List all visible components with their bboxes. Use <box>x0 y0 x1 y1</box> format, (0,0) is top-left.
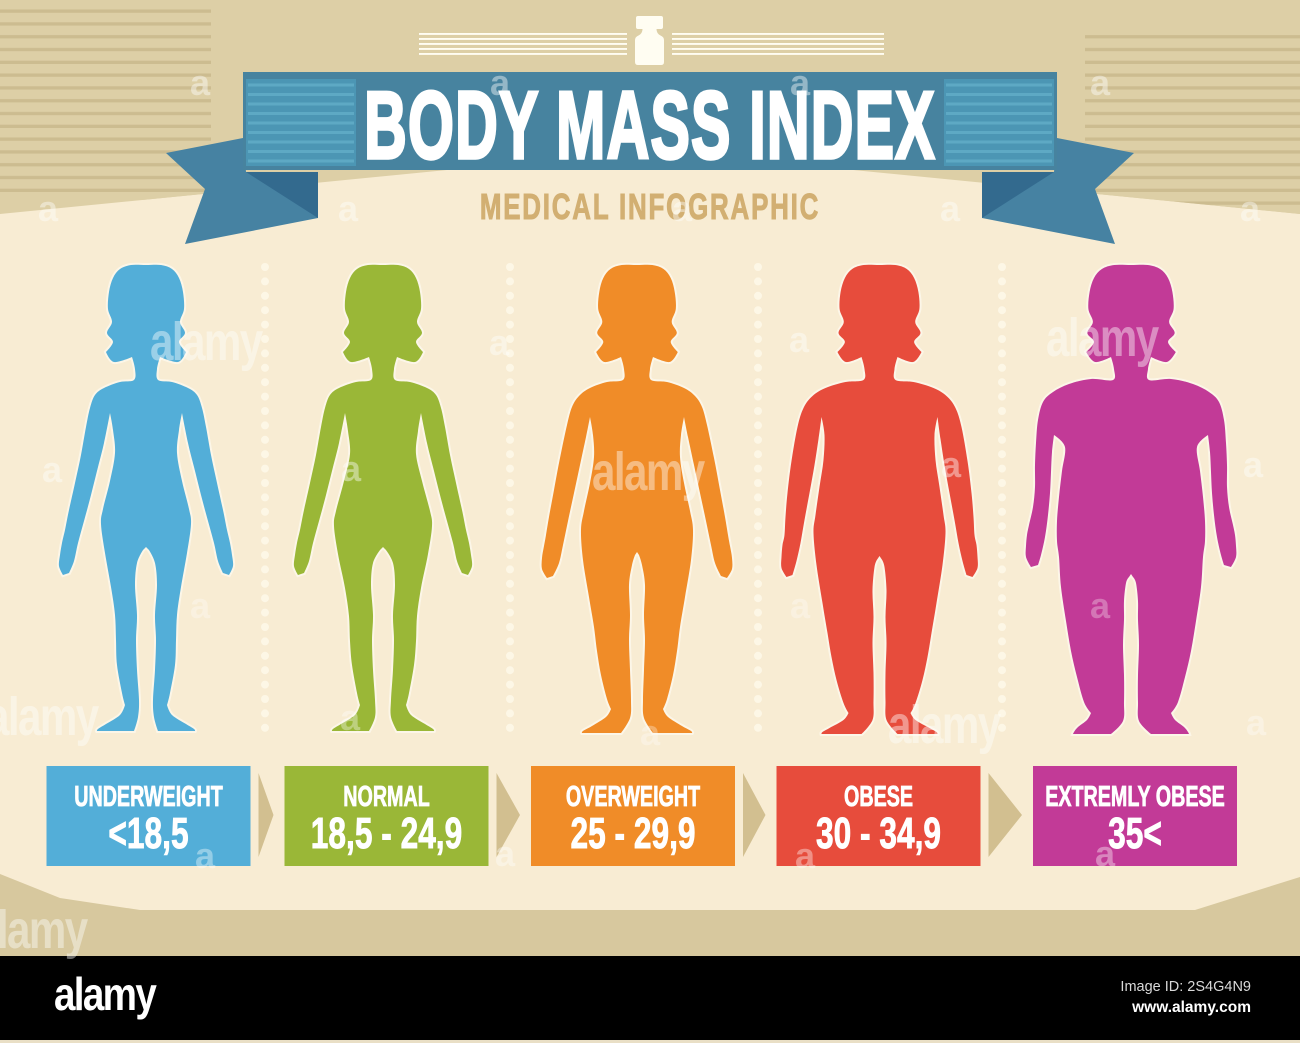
svg-text:a: a <box>190 585 211 626</box>
svg-text:alamy: alamy <box>0 900 88 960</box>
svg-text:Image ID: 2S4G4N9: Image ID: 2S4G4N9 <box>1120 979 1251 995</box>
svg-text:a: a <box>1095 833 1116 874</box>
svg-text:<18,5: <18,5 <box>108 809 188 858</box>
svg-text:MEDICAL INFOGRAPHIC: MEDICAL INFOGRAPHIC <box>480 187 820 227</box>
svg-text:OVERWEIGHT: OVERWEIGHT <box>566 781 700 813</box>
svg-text:OBESE: OBESE <box>844 781 913 813</box>
svg-text:a: a <box>341 448 362 489</box>
svg-text:EXTREMLY OBESE: EXTREMLY OBESE <box>1045 781 1225 813</box>
svg-text:a: a <box>640 712 661 753</box>
svg-text:a: a <box>340 697 361 738</box>
svg-text:a: a <box>1246 702 1267 743</box>
svg-text:alamy: alamy <box>150 312 263 372</box>
svg-text:BODY MASS INDEX: BODY MASS INDEX <box>364 71 936 178</box>
svg-text:35<: 35< <box>1108 809 1162 858</box>
svg-text:alamy: alamy <box>0 687 99 747</box>
svg-text:a: a <box>1243 444 1264 485</box>
svg-text:a: a <box>489 322 510 363</box>
svg-text:a: a <box>940 188 961 229</box>
svg-text:18,5 - 24,9: 18,5 - 24,9 <box>311 809 462 858</box>
svg-text:a: a <box>795 835 816 876</box>
svg-text:a: a <box>672 188 693 229</box>
svg-text:a: a <box>941 444 962 485</box>
svg-text:a: a <box>1090 62 1111 103</box>
svg-text:30 - 34,9: 30 - 34,9 <box>816 809 941 858</box>
svg-text:a: a <box>789 319 810 360</box>
svg-text:a: a <box>495 833 516 874</box>
svg-text:a: a <box>38 188 59 229</box>
svg-text:a: a <box>490 62 511 103</box>
svg-text:UNDERWEIGHT: UNDERWEIGHT <box>74 781 223 813</box>
svg-text:alamy: alamy <box>888 695 1001 755</box>
svg-text:www.alamy.com: www.alamy.com <box>1131 999 1251 1016</box>
svg-text:alamy: alamy <box>54 969 157 1020</box>
svg-text:a: a <box>790 62 811 103</box>
svg-text:alamy: alamy <box>1046 308 1159 368</box>
svg-text:a: a <box>42 449 63 490</box>
svg-text:NORMAL: NORMAL <box>343 781 429 813</box>
svg-text:a: a <box>195 835 216 876</box>
svg-text:a: a <box>1240 188 1261 229</box>
svg-text:a: a <box>1090 585 1111 626</box>
svg-text:a: a <box>190 62 211 103</box>
svg-text:a: a <box>338 188 359 229</box>
svg-text:25 - 29,9: 25 - 29,9 <box>570 809 695 858</box>
svg-text:a: a <box>790 585 811 626</box>
svg-text:alamy: alamy <box>592 442 705 502</box>
